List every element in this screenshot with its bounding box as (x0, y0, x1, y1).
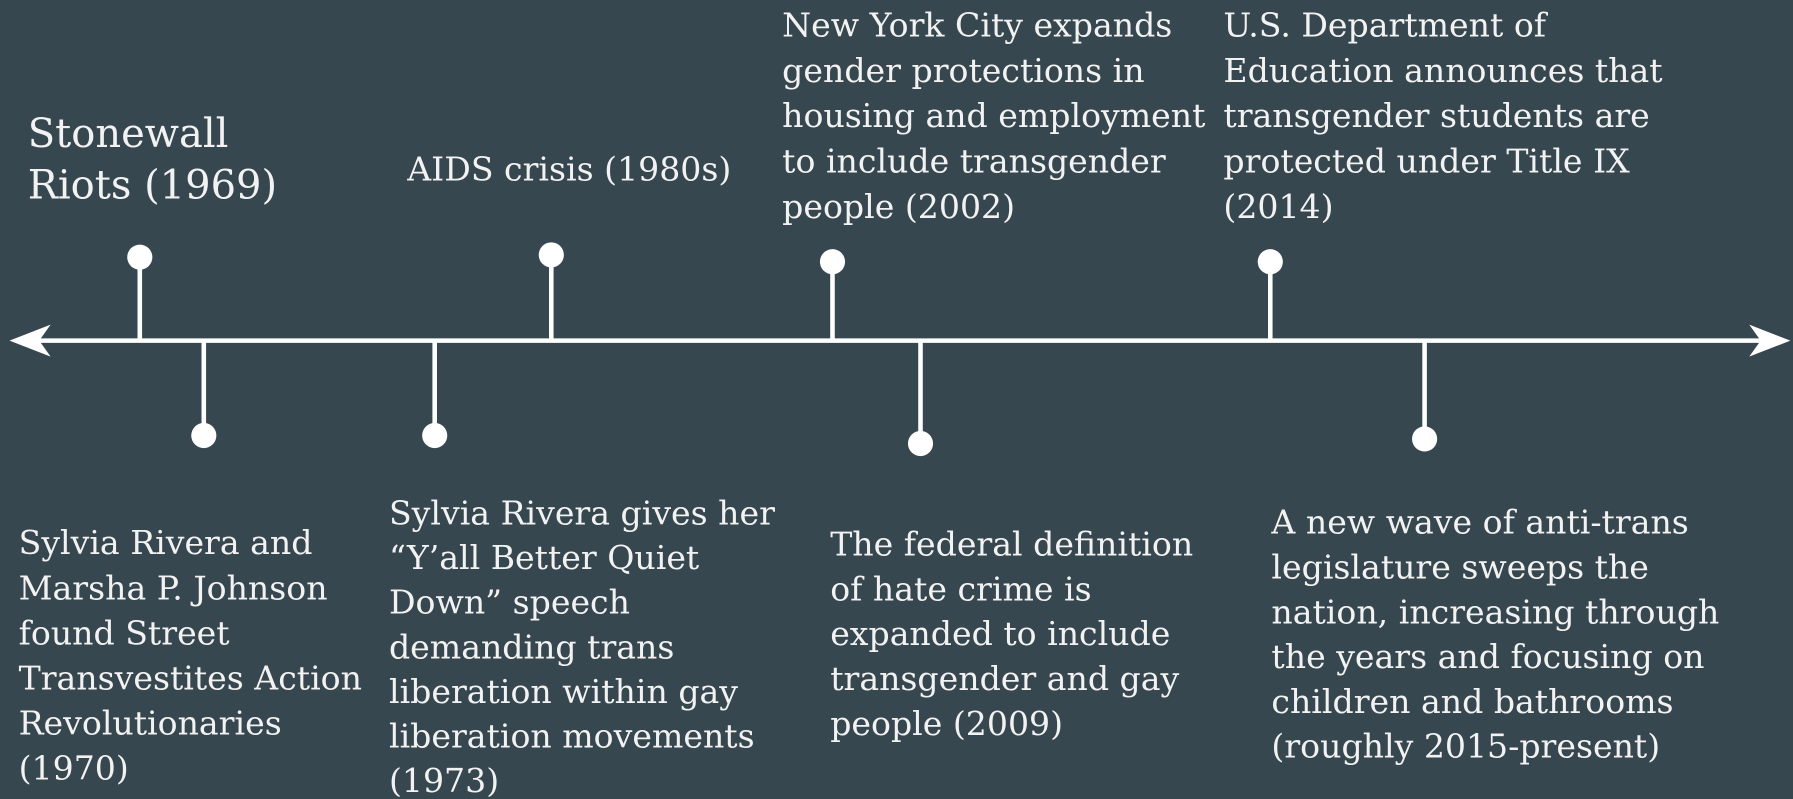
event-label: transgender and gay (830, 659, 1179, 698)
event-label: A new wave of anti-trans (1270, 503, 1688, 542)
event-label: AIDS crisis (1980s) (406, 149, 731, 188)
event-dot (127, 244, 153, 270)
event-dot (819, 249, 846, 275)
event-label: found Street (19, 613, 231, 652)
arrow-right (1749, 324, 1791, 357)
event-label: people (2002) (782, 187, 1015, 226)
event-label: Stonewall (28, 111, 229, 157)
event-dot (191, 422, 217, 449)
event-label: Revolutionaries (19, 703, 282, 742)
event-dot (538, 242, 564, 268)
event-label: protected under Title IX (1223, 142, 1630, 181)
event-label: gender protections in (782, 51, 1144, 90)
event-label: Education announces that (1223, 51, 1663, 90)
event-label: Sylvia Rivera gives her (389, 494, 775, 533)
event-label: the years and focusing on (1271, 637, 1704, 676)
event-label: people (2009) (830, 704, 1063, 743)
event-dot (1257, 249, 1283, 275)
event-label: of hate crime is (830, 569, 1091, 608)
event-label: (roughly 2015-present) (1271, 727, 1660, 766)
event-label: Down” speech (389, 583, 630, 622)
event-dot (1412, 426, 1438, 452)
arrow-left (9, 324, 51, 357)
event-label: Sylvia Rivera and (19, 523, 313, 562)
event-label: The federal definition (830, 524, 1193, 563)
event-label: transgender students are (1223, 96, 1649, 135)
event-label: expanded to include (830, 614, 1170, 653)
event-label: “Y’all Better Quiet (389, 538, 700, 577)
event-label: housing and employment (782, 96, 1206, 135)
event-label: legislature sweeps the (1271, 547, 1648, 586)
event-label: nation, increasing through (1271, 592, 1719, 631)
event-label: to include transgender (782, 142, 1166, 181)
event-label: liberation movements (389, 716, 755, 755)
event-label: children and bathrooms (1271, 682, 1673, 721)
event-label: Transvestites Action (19, 658, 362, 697)
event-label: U.S. Department of (1223, 5, 1548, 44)
event-label: Marsha P. Johnson (19, 568, 328, 607)
event-label: (2014) (1223, 187, 1333, 226)
event-label: (1973) (389, 761, 499, 799)
event-label: liberation within gay (389, 672, 738, 711)
event-label: Riots (1969) (28, 163, 277, 209)
event-label: (1970) (19, 748, 129, 787)
event-dot (907, 430, 934, 457)
event-label: demanding trans (389, 627, 674, 666)
event-dot (422, 422, 448, 449)
event-label: New York City expands (782, 5, 1172, 44)
